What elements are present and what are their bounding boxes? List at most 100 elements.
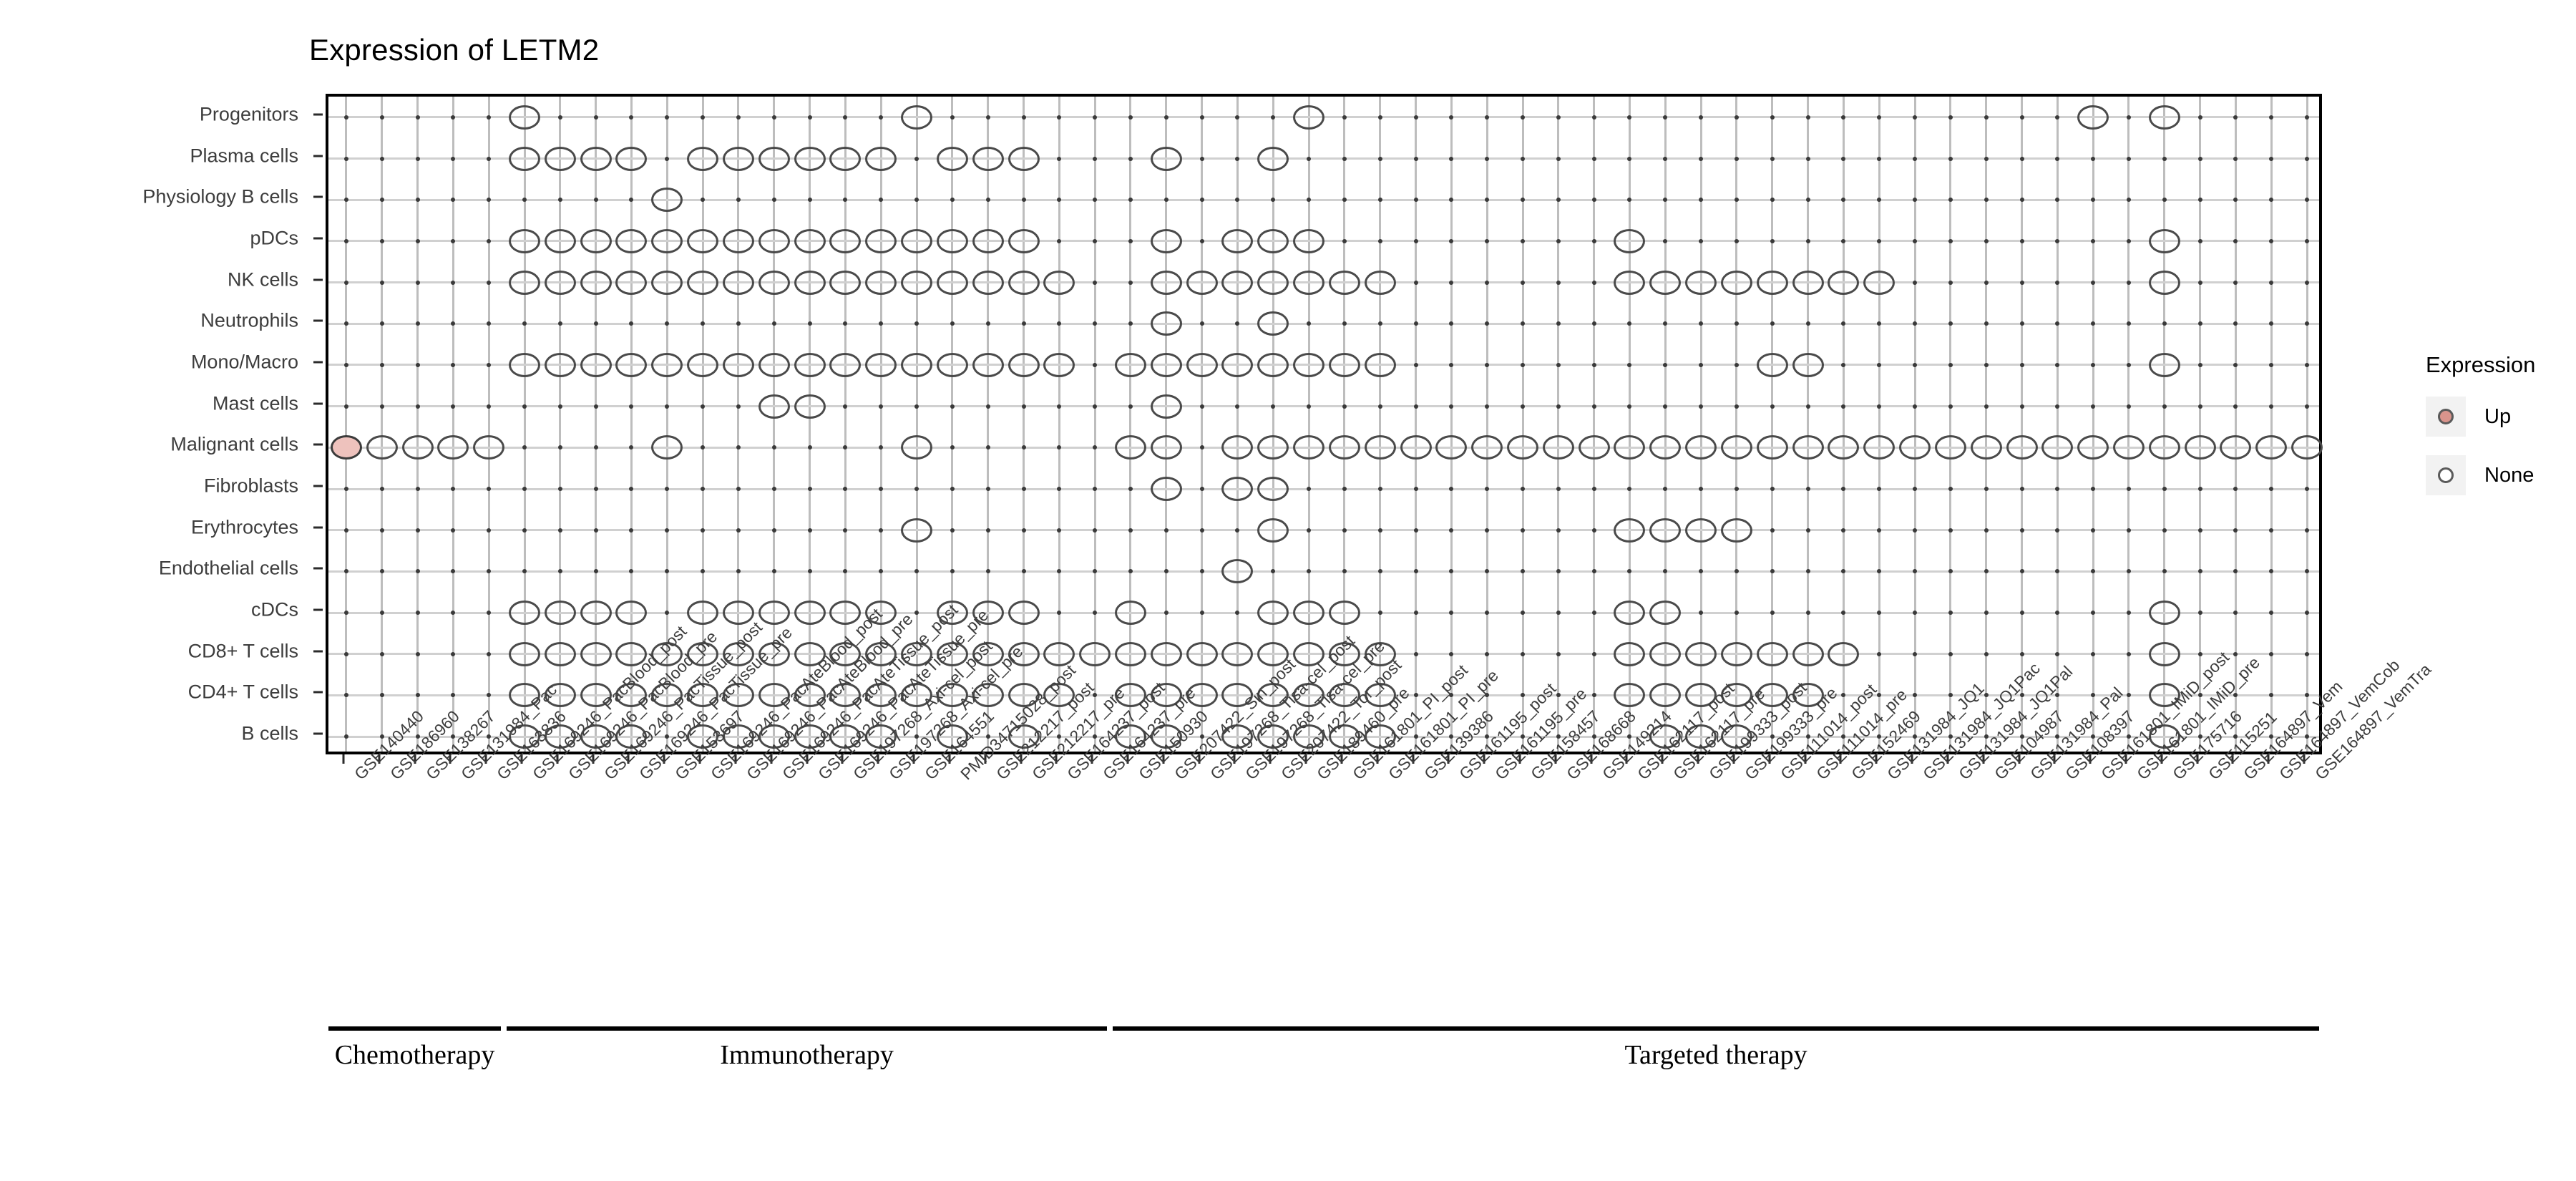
expression-dot[interactable] xyxy=(1792,683,1824,708)
expression-dot[interactable] xyxy=(1293,724,1325,749)
expression-dot[interactable] xyxy=(580,270,612,295)
expression-dot[interactable] xyxy=(1186,352,1218,377)
expression-dot[interactable] xyxy=(794,270,826,295)
expression-dot[interactable] xyxy=(1364,270,1396,295)
expression-dot[interactable] xyxy=(1293,683,1325,708)
expression-dot[interactable] xyxy=(1150,146,1182,171)
expression-dot[interactable] xyxy=(1792,641,1824,666)
expression-dot[interactable] xyxy=(1150,477,1182,502)
expression-dot[interactable] xyxy=(1257,683,1289,708)
expression-dot[interactable] xyxy=(829,270,862,295)
expression-dot[interactable] xyxy=(1221,435,1254,460)
legend-item-none[interactable]: None xyxy=(2426,455,2535,495)
expression-dot[interactable] xyxy=(2006,435,2038,460)
expression-dot[interactable] xyxy=(722,270,754,295)
expression-dot[interactable] xyxy=(2148,601,2180,626)
expression-dot[interactable] xyxy=(509,228,541,253)
expression-dot[interactable] xyxy=(1221,683,1254,708)
expression-dot[interactable] xyxy=(1685,683,1717,708)
expression-dot[interactable] xyxy=(2291,435,2323,460)
expression-dot[interactable] xyxy=(1150,724,1182,749)
expression-dot[interactable] xyxy=(1257,352,1289,377)
expression-dot[interactable] xyxy=(758,270,790,295)
expression-dot[interactable] xyxy=(544,146,576,171)
expression-dot[interactable] xyxy=(651,352,683,377)
expression-dot[interactable] xyxy=(794,683,826,708)
expression-dot[interactable] xyxy=(722,601,754,626)
expression-dot[interactable] xyxy=(901,228,933,253)
expression-dot[interactable] xyxy=(1614,601,1646,626)
expression-dot[interactable] xyxy=(829,228,862,253)
expression-dot[interactable] xyxy=(1863,435,1896,460)
expression-dot[interactable] xyxy=(1828,641,1860,666)
expression-dot[interactable] xyxy=(1934,435,1966,460)
expression-dot[interactable] xyxy=(1150,352,1182,377)
expression-dot[interactable] xyxy=(1649,435,1682,460)
expression-dot[interactable] xyxy=(1114,601,1146,626)
expression-dot[interactable] xyxy=(1186,270,1218,295)
expression-dot[interactable] xyxy=(972,601,1004,626)
expression-dot[interactable] xyxy=(1328,352,1360,377)
expression-dot[interactable] xyxy=(1685,724,1717,749)
expression-dot[interactable] xyxy=(544,724,576,749)
expression-dot[interactable] xyxy=(901,517,933,543)
expression-dot[interactable] xyxy=(1328,601,1360,626)
expression-dot[interactable] xyxy=(1649,683,1682,708)
expression-dot[interactable] xyxy=(901,435,933,460)
expression-dot[interactable] xyxy=(1828,270,1860,295)
expression-dot[interactable] xyxy=(580,146,612,171)
expression-dot[interactable] xyxy=(509,724,541,749)
expression-dot[interactable] xyxy=(1471,435,1503,460)
expression-dot[interactable] xyxy=(829,641,862,666)
expression-dot[interactable] xyxy=(1114,435,1146,460)
expression-dot[interactable] xyxy=(2148,724,2180,749)
expression-dot[interactable] xyxy=(687,146,719,171)
expression-dot[interactable] xyxy=(1578,435,1610,460)
expression-dot[interactable] xyxy=(1150,270,1182,295)
expression-dot[interactable] xyxy=(901,641,933,666)
expression-dot[interactable] xyxy=(2148,641,2180,666)
expression-dot[interactable] xyxy=(651,683,683,708)
expression-dot[interactable] xyxy=(651,228,683,253)
expression-dot[interactable] xyxy=(794,228,826,253)
expression-dot[interactable] xyxy=(722,352,754,377)
expression-dot[interactable] xyxy=(1720,517,1752,543)
expression-dot[interactable] xyxy=(2148,105,2180,130)
expression-dot[interactable] xyxy=(865,352,897,377)
expression-dot[interactable] xyxy=(1756,270,1788,295)
expression-dot[interactable] xyxy=(1293,352,1325,377)
expression-dot[interactable] xyxy=(1008,228,1040,253)
expression-dot[interactable] xyxy=(1756,435,1788,460)
expression-dot[interactable] xyxy=(2255,435,2288,460)
expression-dot[interactable] xyxy=(1008,683,1040,708)
expression-dot[interactable] xyxy=(1364,352,1396,377)
expression-dot[interactable] xyxy=(1720,724,1752,749)
expression-dot[interactable] xyxy=(687,270,719,295)
expression-dot[interactable] xyxy=(1293,601,1325,626)
expression-dot[interactable] xyxy=(1257,724,1289,749)
expression-dot[interactable] xyxy=(1221,724,1254,749)
expression-dot[interactable] xyxy=(1970,435,2002,460)
expression-dot[interactable] xyxy=(758,394,790,419)
expression-dot[interactable] xyxy=(1150,641,1182,666)
expression-dot[interactable] xyxy=(2148,352,2180,377)
expression-dot[interactable] xyxy=(758,352,790,377)
expression-dot[interactable] xyxy=(509,683,541,708)
expression-dot[interactable] xyxy=(758,601,790,626)
expression-dot[interactable] xyxy=(1364,683,1396,708)
expression-dot[interactable] xyxy=(829,601,862,626)
expression-dot[interactable] xyxy=(1756,683,1788,708)
expression-dot[interactable] xyxy=(2148,228,2180,253)
expression-dot[interactable] xyxy=(901,270,933,295)
expression-dot[interactable] xyxy=(722,724,754,749)
expression-dot[interactable] xyxy=(366,435,398,460)
expression-dot[interactable] xyxy=(1257,435,1289,460)
expression-dot[interactable] xyxy=(1863,270,1896,295)
expression-dot[interactable] xyxy=(936,601,968,626)
expression-dot[interactable] xyxy=(1150,228,1182,253)
expression-dot[interactable] xyxy=(1150,394,1182,419)
expression-dot[interactable] xyxy=(722,146,754,171)
expression-dot[interactable] xyxy=(794,394,826,419)
expression-dot[interactable] xyxy=(758,641,790,666)
expression-dot[interactable] xyxy=(1043,683,1075,708)
